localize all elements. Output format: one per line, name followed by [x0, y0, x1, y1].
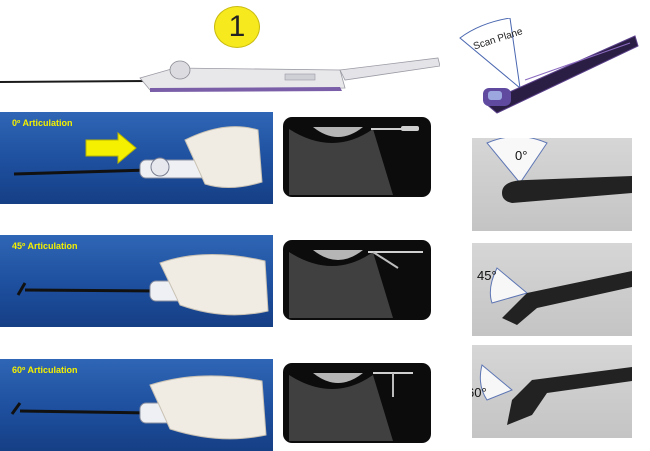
articulation-label: 0º Articulation — [12, 118, 73, 128]
tip-photo-60-degree: 60° — [472, 345, 632, 438]
articulation-label: 60º Articulation — [12, 365, 78, 375]
angle-label: 45° — [477, 268, 497, 283]
scan-plane-illustration — [459, 18, 639, 114]
hand-holding-device-photo — [10, 375, 267, 440]
step-number-badge: 1 — [214, 6, 260, 48]
photo-panel-0-degree: 0º Articulation — [0, 112, 273, 204]
tip-photo-45-degree: 45° — [472, 243, 632, 336]
step-number: 1 — [228, 10, 246, 43]
push-arrow-icon — [85, 131, 137, 165]
photo-panel-45-degree: 45º Articulation — [0, 235, 273, 327]
angle-label: 60° — [472, 385, 487, 400]
ultrasound-image-0-degree — [283, 117, 431, 197]
needle-device-illustration — [0, 57, 440, 92]
ultrasound-image-45-degree — [283, 240, 431, 320]
hand-holding-device-photo — [16, 253, 269, 316]
tip-photo-0-degree: 0° — [472, 138, 632, 231]
ultrasound-image-60-degree — [283, 363, 431, 443]
hand-holding-device-photo — [13, 126, 263, 188]
articulation-label: 45º Articulation — [12, 241, 78, 251]
angle-label: 0° — [515, 148, 528, 163]
photo-panel-60-degree: 60º Articulation — [0, 359, 273, 451]
